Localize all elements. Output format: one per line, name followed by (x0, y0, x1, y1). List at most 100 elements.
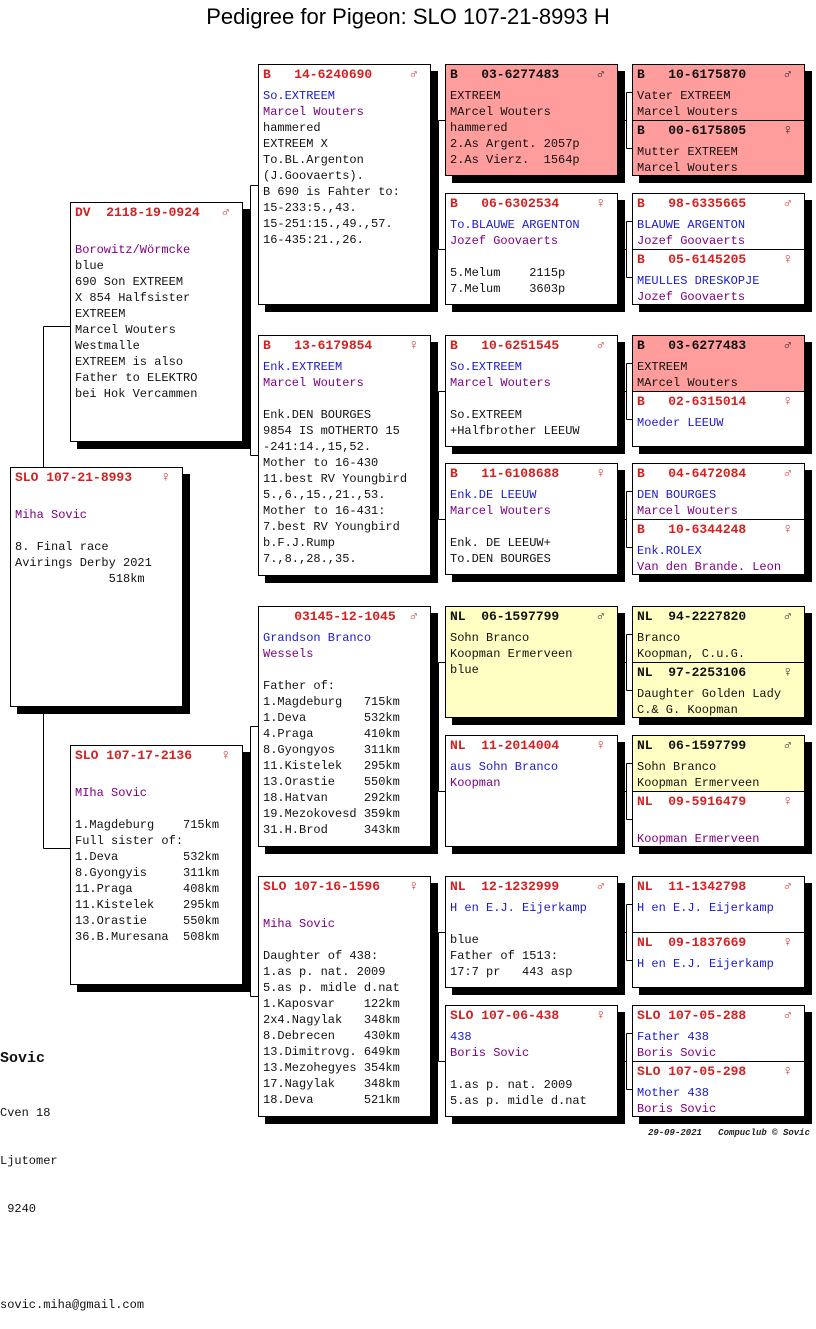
ancestor-card[interactable]: B 04-6472084 ♂ DEN BOURGES Marcel Wouters (632, 463, 805, 520)
ring-number: SLO 107-21-8993 ♀ (15, 470, 182, 491)
breeder-name: MIha Sovic (75, 786, 148, 800)
info-line: 7.best RV Youngbird (263, 520, 400, 534)
info-line: Enk. DE LEEUW+ (450, 536, 551, 550)
ring-number: 03145-12-1045 ♂ (263, 609, 430, 630)
info-line (263, 391, 430, 407)
info-line: 1.Deva 532km (263, 711, 400, 725)
ancestor-card[interactable]: NL 94-2227820 ♂ Branco Koopman, C.u.G. (632, 606, 805, 663)
info-line: blue (450, 663, 479, 677)
ring-text: NL 94-2227820 (637, 609, 747, 624)
info-line: Father of: (263, 679, 336, 693)
ancestor-card[interactable]: SLO 107-05-298 ♀ Mother 438 Boris Sovic (632, 1061, 805, 1117)
grandparent-card[interactable]: B 13-6179854 ♀ Enk.EXTREEM Marcel Wouters En… (258, 335, 431, 576)
owner-name: Sovic (0, 1050, 46, 1067)
info-line: 17.Nagylak 348km (263, 1077, 400, 1091)
ring-number: B 06-6302534 ♀ (450, 196, 617, 217)
ring-number: NL 09-1837669 ♀ (637, 935, 804, 956)
ancestor-card[interactable]: B 98-6335665 ♂ BLAUWE ARGENTON Jozef Goovae… (632, 193, 805, 250)
ancestor-card[interactable]: B 00-6175805 ♀ Mutter EXTREEM Marcel Wouter… (632, 120, 805, 176)
info-line: blue (75, 259, 104, 273)
pedigree-connector-lines (43, 92, 632, 1090)
info-line (637, 815, 804, 831)
grandparent-card[interactable]: 03145-12-1045 ♂ Grandson Branco Wessels Fath… (258, 606, 431, 847)
owner-street: Cven 18 (0, 1106, 51, 1120)
info-line: 11.best RV Youngbird (263, 472, 408, 486)
breeder-name: Marcel Wouters (263, 105, 364, 119)
great-grandparent-card[interactable]: B 10-6251545 ♂ So.EXTREEM Marcel Wouters So.… (445, 335, 618, 447)
great-grandparent-card[interactable]: NL 06-1597799 ♂ Sohn Branco Koopman Ermerve… (445, 606, 618, 718)
info-line: 18.Deva 521km (263, 1093, 400, 1107)
info-line: bei Hok Vercammen (75, 387, 198, 401)
owner-info: Sovic Cven 18 Ljutomer 9240 sovic.miha@g… (0, 1019, 144, 1329)
breeder-name: Jozef Goovaerts (637, 234, 746, 248)
ancestor-card[interactable]: B 10-6344248 ♀ Enk.ROLEX Van den Brande. Le… (632, 519, 805, 575)
great-grandparent-card[interactable]: NL 11-2014004 ♀ aus Sohn Branco Koopman (445, 735, 618, 847)
subject-card[interactable]: SLO 107-21-8993 ♀ Miha Sovic 8. Final race A… (10, 467, 183, 707)
breeder-name: Jozef Goovaerts (450, 234, 559, 248)
ring-text: NL 11-1342798 (637, 879, 747, 894)
breeder-name: Jozef Goovaerts (637, 290, 746, 304)
ancestor-card[interactable]: SLO 107-05-288 ♂ Father 438 Boris Sovic (632, 1005, 805, 1062)
pigeon-name: So.EXTREEM (263, 89, 336, 103)
pigeon-name: Sohn Branco (637, 760, 717, 774)
female-icon: ♀ (409, 879, 418, 895)
info-line (450, 1061, 617, 1077)
ring-text: B 11-6108688 (450, 466, 560, 481)
owner-email[interactable]: sovic.miha@gmail.com (0, 1298, 145, 1312)
ancestor-card[interactable]: B 02-6315014 ♀ Moeder LEEUW (632, 391, 805, 447)
male-icon: ♂ (409, 609, 418, 625)
breeder-name: Wessels (263, 647, 314, 661)
sire-card[interactable]: DV 2118-19-0924 ♂ Borowitz/Wörmcke blue 690 … (70, 202, 243, 442)
print-date: 29-09-2021 (647, 1128, 702, 1138)
info-line: 5.as p. midle d.nat (450, 1094, 587, 1108)
ancestor-pair: B 04-6472084 ♂ DEN BOURGES Marcel Wouters B … (632, 463, 805, 575)
ancestor-card[interactable]: NL 97-2253106 ♀ Daughter Golden Lady C.& G.… (632, 662, 805, 718)
great-grandparent-card[interactable]: B 06-6302534 ♀ To.BLAUWE ARGENTON Jozef Goo… (445, 193, 618, 305)
ancestor-card[interactable]: NL 09-1837669 ♀ H en E.J. Eijerkamp (632, 932, 805, 988)
pigeon-name: EXTREEM (450, 89, 501, 103)
info-line: 2.As Vierz. 1564p (450, 153, 580, 167)
info-line: B 690 is Fahter to: (263, 185, 400, 199)
ancestor-card[interactable]: B 10-6175870 ♂ Vater EXTREEM Marcel Wouters (632, 64, 805, 121)
ancestor-card[interactable]: B 03-6277483 ♂ EXTREEM MArcel Wouters (632, 335, 805, 392)
breeder-name: Koopman Ermerveen (450, 647, 573, 661)
info-line: -241:14.,15,52. (263, 440, 372, 454)
great-grandparent-card[interactable]: SLO 107-06-438 ♀ 438 Boris Sovic 1.as p. nat… (445, 1005, 618, 1117)
male-icon: ♂ (409, 67, 418, 83)
pigeon-name: BLAUWE ARGENTON (637, 218, 746, 232)
ancestor-card[interactable]: NL 09-5916479 ♀ Koopman Ermerveen (632, 791, 805, 847)
grandparent-card[interactable]: B 14-6240690 ♂ So.EXTREEM Marcel Wouters ham… (258, 64, 431, 305)
dam-card[interactable]: SLO 107-17-2136 ♀ MIha Sovic 1.Magdeburg 71… (70, 745, 243, 985)
info-line: 5.as p. midle d.nat (263, 981, 400, 995)
info-line: 9854 IS mOTHERTO 15 (263, 424, 400, 438)
pigeon-name: MEULLES DRESKOPJE (637, 274, 760, 288)
great-grandparent-card[interactable]: NL 12-1232999 ♂ H en E.J. Eijerkamp blue Fat… (445, 876, 618, 988)
pigeon-name: H en E.J. Eijerkamp (637, 901, 774, 915)
female-icon: ♀ (596, 196, 605, 212)
info-line: 8.Gyongyos 311km (263, 743, 400, 757)
female-icon: ♀ (596, 466, 605, 482)
pigeon-name: Vater EXTREEM (637, 89, 731, 103)
info-line: Father of 1513: (450, 949, 559, 963)
owner-city: Ljutomer (0, 1154, 58, 1168)
ring-number: B 03-6277483 ♂ (450, 67, 617, 88)
info-line: To.DEN BOURGES (450, 552, 551, 566)
ring-text: NL 97-2253106 (637, 665, 747, 680)
info-line: Full sister of: (75, 834, 184, 848)
connector-path (43, 92, 632, 1090)
ancestor-card[interactable]: NL 11-1342798 ♂ H en E.J. Eijerkamp (632, 876, 805, 933)
ring-text: B 05-6145205 (637, 252, 747, 267)
ring-text: SLO 107-21-8993 (15, 470, 133, 485)
info-line: Daughter of 438: (263, 949, 379, 963)
ancestor-pair: B 03-6277483 ♂ EXTREEM MArcel Wouters B 02-6… (632, 335, 805, 447)
ancestor-card[interactable]: B 05-6145205 ♀ MEULLES DRESKOPJE Jozef Goov… (632, 249, 805, 305)
pigeon-name: DEN BOURGES (637, 488, 717, 502)
ring-text: B 13-6179854 (263, 338, 373, 353)
ring-number: NL 12-1232999 ♂ (450, 879, 617, 900)
great-grandparent-card[interactable]: B 11-6108688 ♀ Enk.DE LEEUW Marcel Wouters E… (445, 463, 618, 575)
ancestor-card[interactable]: NL 06-1597799 ♂ Sohn Branco Koopman Ermerve… (632, 735, 805, 792)
great-grandparent-card[interactable]: B 03-6277483 ♂ EXTREEM MArcel Wouters hammer… (445, 64, 618, 176)
info-line: 19.Mezokovesd 359km (263, 807, 400, 821)
grandparent-card[interactable]: SLO 107-16-1596 ♀ Miha Sovic Daughter of 43… (258, 876, 431, 1117)
pigeon-name: Branco (637, 631, 681, 645)
